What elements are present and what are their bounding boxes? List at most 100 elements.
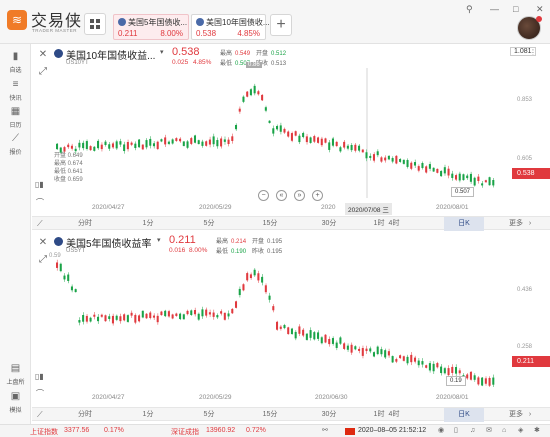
tf-5min[interactable]: 5分 bbox=[203, 411, 215, 418]
tf-1min[interactable]: 1分 bbox=[142, 411, 154, 418]
tf-more[interactable]: 更多 bbox=[509, 220, 523, 227]
building-icon: ▤ bbox=[10, 363, 21, 374]
panel-title[interactable]: 美国5年国债收益率 bbox=[66, 239, 152, 250]
indicator-icon[interactable]: ⌒ bbox=[36, 198, 44, 207]
candle bbox=[399, 159, 402, 162]
minimize-icon[interactable]: — bbox=[490, 4, 499, 14]
candle bbox=[413, 162, 417, 166]
tf-1hour[interactable]: 1时 bbox=[373, 411, 385, 418]
add-tab-button[interactable]: + bbox=[270, 14, 292, 36]
tf-4hour[interactable]: 4时 bbox=[388, 411, 400, 418]
maximize-icon[interactable]: □ bbox=[513, 4, 519, 14]
tf-4hour[interactable]: 4时 bbox=[388, 220, 400, 227]
tf-more[interactable]: 更多 bbox=[509, 411, 523, 418]
step-back-icon[interactable]: « bbox=[276, 190, 287, 201]
candle bbox=[451, 173, 454, 178]
candle bbox=[395, 359, 398, 362]
expand-icon[interactable]: ⤢ bbox=[39, 66, 47, 77]
tf-15min[interactable]: 15分 bbox=[262, 411, 278, 418]
top-bar: ≋ 交易侠 TRADER MASTER 美国5年国债收... 0.211 8.0… bbox=[0, 0, 550, 44]
candle bbox=[440, 170, 443, 177]
candle bbox=[305, 333, 308, 340]
drawing-tool-icon[interactable]: ⟋ bbox=[37, 219, 43, 228]
candlestick-chart-us5y[interactable] bbox=[50, 257, 506, 387]
candle bbox=[432, 363, 435, 372]
logo-icon: ≋ bbox=[7, 10, 27, 30]
index-name[interactable]: 上证指数 bbox=[30, 429, 58, 436]
candle bbox=[320, 138, 323, 146]
sidebar-item-label: 报价 bbox=[9, 150, 22, 156]
candlestick-chart-us10y[interactable] bbox=[50, 68, 506, 198]
chat-icon[interactable]: ✉ bbox=[486, 427, 492, 434]
expand-icon[interactable]: ⤢ bbox=[39, 254, 47, 265]
lock-icon[interactable]: ⌂ bbox=[502, 427, 507, 434]
dropdown-arrow-icon[interactable]: ▾ bbox=[157, 237, 161, 244]
candle bbox=[108, 144, 111, 149]
candle bbox=[123, 314, 126, 321]
candle-type-icon[interactable]: ▯▮ bbox=[35, 180, 44, 189]
close-icon[interactable]: ✕ bbox=[536, 4, 544, 14]
tab-us5y[interactable]: 美国5年国债收... 0.211 8.00% bbox=[113, 14, 189, 40]
zoom-out-icon[interactable]: − bbox=[258, 190, 269, 201]
tf-daily[interactable]: 日K bbox=[444, 408, 484, 422]
sidebar-item-exchange[interactable]: ▤ 上盘所 bbox=[0, 363, 31, 387]
candle bbox=[152, 315, 155, 318]
sidebar-item-quotes[interactable]: ⟋ 报价 bbox=[0, 134, 31, 157]
settings-icon[interactable]: ✱ bbox=[534, 427, 540, 434]
tf-15min[interactable]: 15分 bbox=[262, 220, 278, 227]
price-change: 0.025 bbox=[172, 59, 189, 66]
link-icon[interactable]: ⚯ bbox=[322, 427, 328, 434]
stat-label: 最高 bbox=[216, 239, 229, 245]
grid-menu-button[interactable] bbox=[84, 13, 106, 35]
candle bbox=[208, 312, 211, 315]
sidebar-item-watchlist[interactable]: ▮ 自选 bbox=[0, 52, 31, 75]
candle bbox=[481, 377, 484, 386]
tf-5min[interactable]: 5分 bbox=[203, 220, 215, 227]
tf-timeshare[interactable]: 分时 bbox=[78, 220, 92, 227]
phone-icon[interactable]: ▯ bbox=[454, 427, 458, 434]
tab-us10y[interactable]: 美国10年国债收... 0.538 4.85% bbox=[191, 14, 270, 40]
current-price: 0.211 bbox=[169, 234, 196, 246]
tf-30min[interactable]: 30分 bbox=[321, 220, 337, 227]
stat-low: 最低 0.190 bbox=[216, 246, 246, 255]
settings-icon[interactable]: ⋮ bbox=[529, 48, 537, 57]
date-label: 2020/04/27 bbox=[92, 394, 125, 401]
grid-cell bbox=[90, 19, 94, 23]
price-tag: 0.211 bbox=[512, 356, 550, 367]
sidebar-item-calendar[interactable]: ▦ 日历 bbox=[0, 107, 31, 130]
dropdown-arrow-icon[interactable]: ▾ bbox=[160, 49, 164, 56]
pin-icon[interactable]: ⚲ bbox=[466, 4, 473, 14]
candle bbox=[171, 314, 174, 319]
tf-30min[interactable]: 30分 bbox=[321, 411, 337, 418]
close-panel-icon[interactable]: ✕ bbox=[38, 237, 48, 248]
sidebar-item-simulate[interactable]: ▣ 模拟 bbox=[0, 392, 31, 415]
indicator-icon[interactable]: ⌒ bbox=[36, 389, 44, 398]
chevron-right-icon[interactable]: › bbox=[528, 220, 532, 227]
candle bbox=[391, 158, 394, 162]
candle bbox=[238, 108, 241, 112]
index-name[interactable]: 深证成指 bbox=[171, 429, 199, 436]
last-low-tag: 0.507 bbox=[451, 187, 475, 197]
tf-timeshare[interactable]: 分时 bbox=[78, 411, 92, 418]
chevron-right-icon[interactable]: › bbox=[528, 411, 532, 418]
date-label: 2020/06/30 bbox=[315, 394, 348, 401]
candle-type-icon[interactable]: ▯▮ bbox=[35, 372, 44, 381]
price-tag: 0.538 bbox=[512, 168, 550, 179]
headset-icon[interactable]: ♫ bbox=[470, 427, 476, 434]
screenshot-icon[interactable]: ◉ bbox=[438, 427, 445, 434]
close-panel-icon[interactable]: ✕ bbox=[38, 49, 48, 60]
datetime: 2020–08–05 21:52:12 bbox=[358, 427, 427, 434]
drawing-tool-icon[interactable]: ⟋ bbox=[37, 410, 43, 419]
panel-title[interactable]: 美国10年国债收益... bbox=[66, 51, 156, 62]
tf-1min[interactable]: 1分 bbox=[142, 220, 154, 227]
step-forward-icon[interactable]: » bbox=[294, 190, 305, 201]
candle bbox=[223, 139, 226, 142]
candle bbox=[74, 148, 77, 152]
candle bbox=[261, 94, 264, 101]
candle bbox=[149, 138, 152, 146]
zoom-in-icon[interactable]: + bbox=[312, 190, 323, 201]
sidebar-item-news[interactable]: ≡ 快讯 bbox=[0, 80, 31, 103]
tf-daily[interactable]: 日K bbox=[444, 217, 484, 231]
tf-1hour[interactable]: 1时 bbox=[373, 220, 385, 227]
gift-icon[interactable]: ◈ bbox=[518, 427, 524, 434]
